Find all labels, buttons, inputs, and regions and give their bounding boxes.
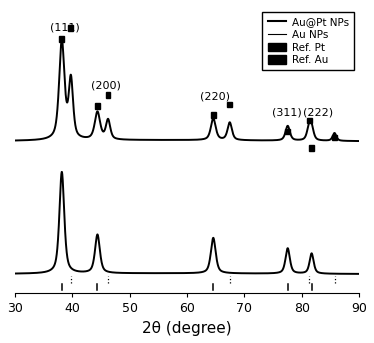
X-axis label: 2θ (degree): 2θ (degree) xyxy=(142,321,232,336)
Text: (111): (111) xyxy=(50,23,80,33)
Legend: Au@Pt NPs, Au NPs, Ref. Pt, Ref. Au: Au@Pt NPs, Au NPs, Ref. Pt, Ref. Au xyxy=(263,12,354,70)
Text: (220): (220) xyxy=(200,92,230,102)
Bar xyxy=(332,134,337,140)
Bar xyxy=(307,118,312,123)
Bar xyxy=(285,129,290,134)
Bar xyxy=(68,25,73,31)
Text: (222): (222) xyxy=(303,108,333,118)
Bar xyxy=(227,102,232,107)
Text: (200): (200) xyxy=(91,81,120,91)
Bar xyxy=(211,113,216,118)
Bar xyxy=(105,92,110,98)
Bar xyxy=(95,103,100,109)
Bar xyxy=(309,145,314,151)
Text: (311): (311) xyxy=(272,108,302,118)
Bar xyxy=(59,36,64,42)
